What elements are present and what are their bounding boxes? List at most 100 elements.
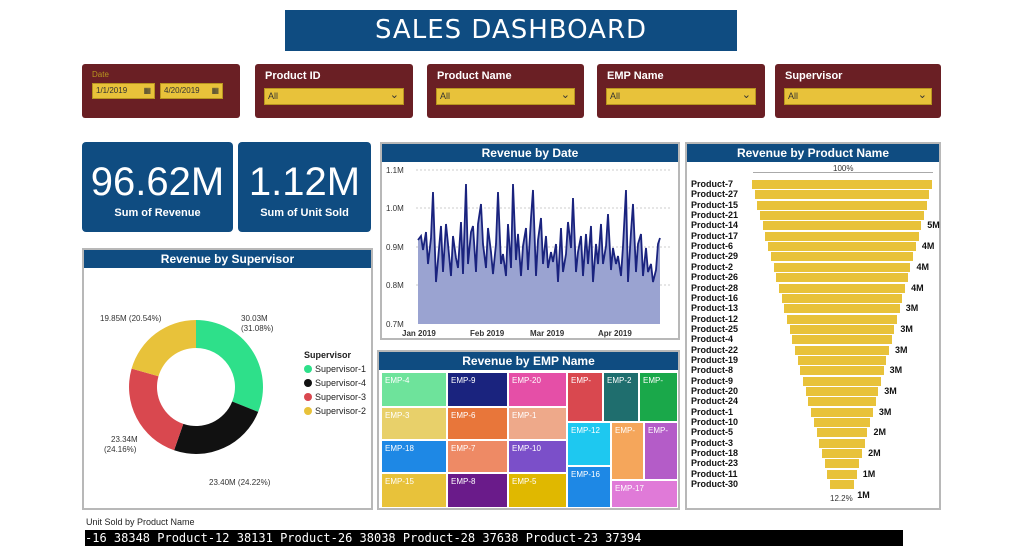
funnel-value-label: 3M: [900, 323, 913, 334]
treemap-tile[interactable]: EMP-: [611, 422, 644, 480]
treemap-tile[interactable]: EMP-4: [381, 372, 447, 407]
product-name-dropdown[interactable]: All ⌄: [436, 88, 575, 105]
funnel-bar[interactable]: [760, 211, 924, 221]
treemap-tile[interactable]: EMP-: [567, 372, 603, 422]
donut-slice-supervisor-4: [174, 401, 259, 454]
revenue-by-date-panel: Revenue by Date 1.1M 1.0M 0.9M 0.8M 0.7M…: [380, 142, 680, 340]
funnel-bar[interactable]: [805, 387, 879, 396]
funnel-bar[interactable]: [752, 180, 932, 189]
product-id-dropdown[interactable]: All ⌄: [264, 88, 404, 105]
product-id-slicer: Product ID All ⌄: [255, 64, 413, 118]
emp-treemap: EMP-4 EMP-9 EMP-20 EMP- EMP-2 EMP- EMP-3…: [381, 372, 678, 508]
funnel-product-label: Product-7: [691, 179, 734, 189]
funnel-bar[interactable]: [784, 304, 900, 314]
funnel-bar[interactable]: [797, 355, 887, 365]
treemap-tile[interactable]: EMP-6: [447, 407, 508, 440]
funnel-bar[interactable]: [762, 221, 922, 231]
product-name-label: Product Name: [437, 70, 512, 82]
legend-label: Supervisor-4: [315, 378, 367, 388]
emp-name-label: EMP Name: [607, 70, 664, 82]
funnel-bottom-pct: 12.2%: [830, 494, 853, 503]
treemap-tile[interactable]: EMP-1: [508, 407, 567, 440]
funnel-bar[interactable]: [773, 262, 911, 272]
funnel-product-label: Product-6: [691, 241, 734, 252]
funnel-bar[interactable]: [770, 252, 914, 262]
funnel-value-label: 4M: [921, 241, 935, 252]
funnel-bar[interactable]: [776, 273, 908, 283]
treemap-tile[interactable]: EMP-18: [381, 440, 447, 473]
legend-title: Supervisor: [304, 350, 352, 360]
revenue-kpi-value: 96.62M: [90, 160, 225, 204]
funnel-bar[interactable]: [792, 335, 892, 345]
funnel-bar[interactable]: [757, 200, 927, 210]
funnel-product-label: Product-27: [691, 189, 739, 200]
funnel-bar[interactable]: [786, 314, 898, 324]
x-tick: Feb 2019: [470, 329, 505, 338]
treemap-tile[interactable]: EMP-17: [611, 480, 678, 508]
funnel-bar[interactable]: [765, 231, 919, 241]
funnel-bar[interactable]: [813, 418, 871, 428]
funnel-bar[interactable]: [819, 438, 865, 448]
funnel-value-label: 3M: [878, 406, 892, 417]
treemap-tile[interactable]: EMP-2: [603, 372, 639, 422]
calendar-icon[interactable]: ▦: [143, 86, 151, 95]
treemap-tile[interactable]: EMP-12: [567, 422, 611, 466]
funnel-product-label: Product-24: [691, 396, 739, 407]
funnel-product-label: Product-2: [691, 261, 734, 272]
supervisor-1-value-label: 30.03M: [241, 314, 268, 323]
treemap-tile[interactable]: EMP-: [639, 372, 678, 422]
x-tick: Mar 2019: [530, 329, 565, 338]
funnel-bar[interactable]: [816, 428, 868, 438]
funnel-bar[interactable]: [768, 242, 916, 252]
emp-name-dropdown[interactable]: All ⌄: [606, 88, 756, 105]
funnel-product-label: Product-20: [691, 386, 739, 396]
funnel-product-label: Product-15: [691, 199, 739, 210]
funnel-bar[interactable]: [781, 293, 903, 303]
treemap-tile[interactable]: EMP-20: [508, 372, 567, 407]
funnel-bar[interactable]: [808, 397, 876, 407]
product-name-value: All: [440, 91, 451, 101]
funnel-value-label: 2M: [868, 448, 881, 459]
treemap-tile[interactable]: EMP-10: [508, 440, 567, 473]
legend-item-supervisor-4[interactable]: Supervisor-4: [304, 378, 366, 388]
chevron-down-icon: ⌄: [741, 89, 751, 101]
legend-item-supervisor-2[interactable]: Supervisor-2: [304, 406, 366, 416]
supervisor-3-pct-label: (24.16%): [104, 445, 137, 454]
funnel-bar[interactable]: [824, 459, 860, 469]
funnel-bar[interactable]: [800, 366, 884, 376]
funnel-bar[interactable]: [827, 469, 857, 479]
supervisor-1-pct-label: (31.08%): [241, 324, 274, 333]
legend-item-supervisor-3[interactable]: Supervisor-3: [304, 392, 366, 402]
legend-dot: [304, 393, 312, 401]
date-slicer-label: Date: [92, 70, 109, 79]
treemap-tile[interactable]: EMP-3: [381, 407, 447, 440]
treemap-tile[interactable]: EMP-8: [447, 473, 508, 508]
funnel-bar[interactable]: [811, 407, 873, 417]
start-date-value: 1/1/2019: [96, 86, 128, 95]
treemap-tile[interactable]: EMP-9: [447, 372, 508, 407]
revenue-by-supervisor-panel: Revenue by Supervisor 30.03M (31.08%) 23…: [82, 248, 373, 510]
treemap-tile[interactable]: EMP-5: [508, 473, 567, 508]
treemap-tile[interactable]: EMP-16: [567, 466, 611, 508]
treemap-tile[interactable]: EMP-: [644, 422, 678, 480]
supervisor-dropdown[interactable]: All ⌄: [784, 88, 932, 105]
donut-slice-supervisor-3: [129, 368, 184, 451]
funnel-product-label: Product-16: [691, 292, 739, 303]
calendar-icon[interactable]: ▦: [211, 86, 219, 95]
funnel-product-label: Product-1: [691, 406, 734, 417]
funnel-bar[interactable]: [795, 345, 889, 355]
start-date-input[interactable]: 1/1/2019 ▦: [92, 83, 155, 99]
treemap-tile[interactable]: EMP-15: [381, 473, 447, 508]
funnel-bar[interactable]: [803, 376, 881, 386]
treemap-tile[interactable]: EMP-7: [447, 440, 508, 473]
chevron-down-icon: ⌄: [389, 89, 399, 101]
funnel-bar[interactable]: [789, 324, 895, 334]
funnel-bar[interactable]: [754, 190, 930, 200]
funnel-bar[interactable]: [830, 480, 854, 490]
product-name-slicer: Product Name All ⌄: [427, 64, 584, 118]
end-date-input[interactable]: 4/20/2019 ▦: [160, 83, 223, 99]
legend-item-supervisor-1[interactable]: Supervisor-1: [304, 364, 366, 374]
funnel-bar[interactable]: [778, 283, 906, 293]
funnel-bar[interactable]: [821, 449, 863, 459]
units-kpi-value: 1.12M: [248, 160, 361, 204]
